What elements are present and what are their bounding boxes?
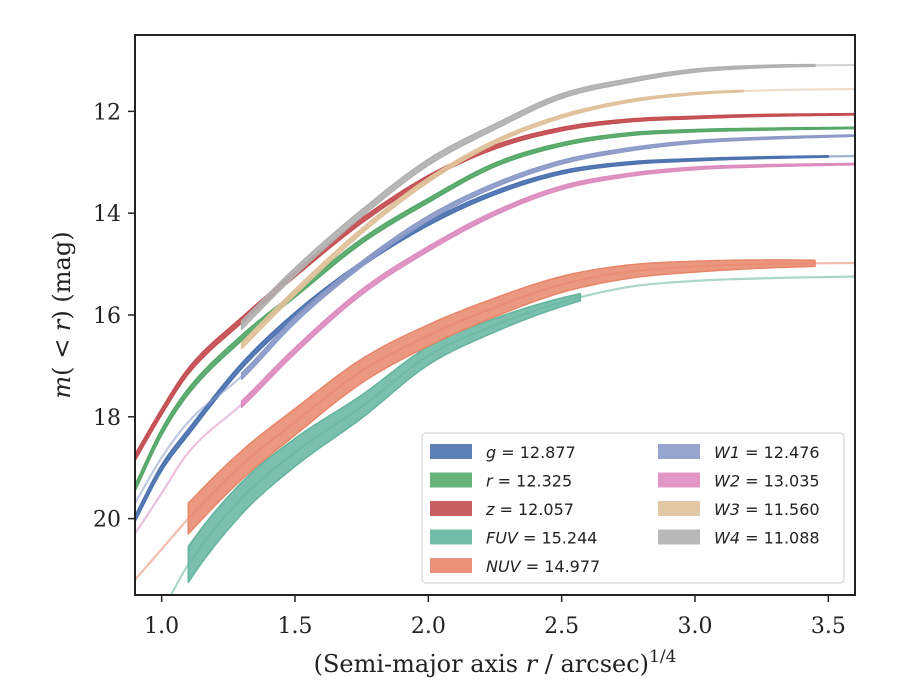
- legend-label: z = 12.057: [485, 500, 574, 519]
- series-w4-band: [240, 63, 816, 331]
- series-w1: [135, 134, 855, 504]
- x-axis-ticks: 1.0 1.5 2.0 2.5 3.0 3.5: [144, 595, 846, 639]
- legend-item-w4: W4 = 11.088: [658, 529, 820, 548]
- series-fuv-band: [187, 292, 582, 584]
- series-w2-band: [240, 162, 855, 408]
- series-w3-band: [240, 89, 744, 350]
- legend-swatch: [658, 501, 700, 516]
- legend-item-w3: W3 = 11.560: [658, 500, 820, 519]
- series-w1-band: [240, 134, 855, 380]
- legend-item-w2: W2 = 13.035: [658, 472, 820, 491]
- legend-swatch: [658, 529, 700, 545]
- series-fuv: [169, 275, 855, 595]
- x-tick-label: 1.0: [144, 614, 179, 639]
- series-layer: [135, 63, 855, 595]
- y-tick-label: 14: [93, 202, 121, 227]
- x-tick-label: 3.5: [811, 614, 846, 639]
- legend-item-fuv: FUV = 15.244: [430, 529, 597, 548]
- legend-swatch: [430, 529, 472, 545]
- x-axis-label: (Semi-major axis r / arcsec)1/4: [314, 647, 677, 678]
- legend-swatch: [658, 444, 700, 459]
- legend-swatch: [430, 558, 472, 573]
- series-w2: [135, 162, 855, 535]
- legend-label: FUV = 15.244: [486, 529, 597, 548]
- legend-label: W4 = 11.088: [714, 529, 820, 548]
- legend-swatch: [430, 444, 472, 459]
- legend-label: W3 = 11.560: [714, 500, 820, 519]
- legend-swatch: [430, 472, 472, 488]
- legend-box: [421, 432, 845, 584]
- x-tick-label: 2.0: [411, 614, 446, 639]
- legend-label: NUV = 14.977: [486, 557, 600, 576]
- legend-item-r: r = 12.325: [430, 472, 572, 491]
- legend: g = 12.877 r = 12.325 z = 12.057 FUV = 15.2…: [421, 432, 845, 584]
- y-tick-label: 16: [93, 304, 121, 329]
- legend-item-z: z = 12.057: [430, 500, 574, 519]
- legend-label: W1 = 12.476: [714, 443, 820, 462]
- legend-item-nuv: NUV = 14.977: [430, 557, 600, 576]
- y-axis-ticks: 12 14 16 18 20: [93, 100, 135, 533]
- series-nuv: [135, 259, 855, 581]
- series-w3: [240, 87, 855, 350]
- legend-label: g = 12.877: [486, 443, 576, 462]
- legend-label: r = 12.325: [486, 472, 572, 491]
- x-tick-label: 3.0: [678, 614, 713, 639]
- legend-swatch: [658, 472, 700, 488]
- y-axis-label: m( < r) (mag): [48, 231, 76, 398]
- legend-item-w1: W1 = 12.476: [658, 443, 820, 462]
- y-tick-label: 18: [93, 406, 121, 431]
- series-w4: [240, 63, 855, 331]
- legend-label: W2 = 13.035: [714, 472, 820, 491]
- x-tick-label: 1.5: [278, 614, 313, 639]
- series-nuv-band: [187, 259, 816, 535]
- y-tick-label: 12: [93, 100, 121, 125]
- legend-swatch: [430, 501, 472, 516]
- x-tick-label: 2.5: [544, 614, 579, 639]
- y-tick-label: 20: [93, 508, 121, 533]
- legend-item-g: g = 12.877: [430, 443, 576, 462]
